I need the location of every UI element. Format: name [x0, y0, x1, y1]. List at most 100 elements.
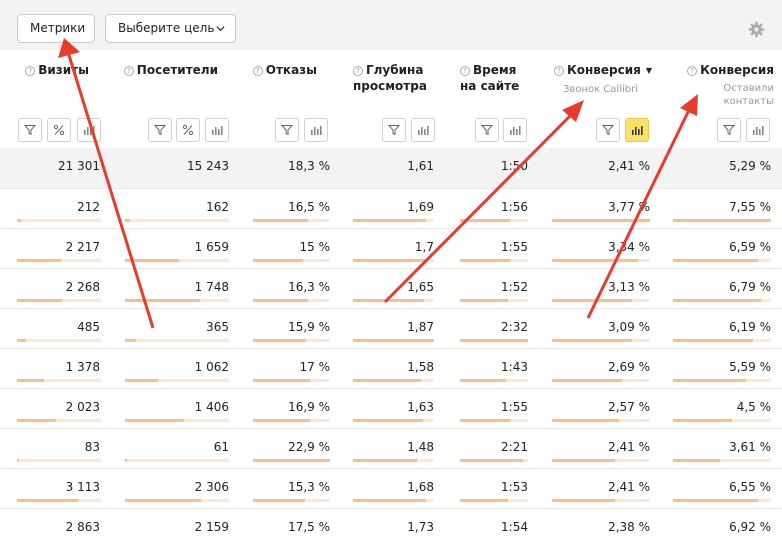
- chart-toggle-button-active[interactable]: [625, 118, 649, 142]
- chart-toggle-button[interactable]: [503, 118, 527, 142]
- filter-button[interactable]: [275, 118, 299, 142]
- table-row[interactable]: 2 863 2 159 17,5 % 1,73 1:54 2,38 % 6,92 %: [0, 508, 782, 538]
- bar-fill: [552, 419, 619, 422]
- cell-bounces: 15,3 %: [288, 480, 330, 494]
- filter-button[interactable]: [596, 118, 620, 142]
- chart-toggle-button[interactable]: [205, 118, 229, 142]
- column-header-conversion-contacts[interactable]: ? Конверсия Оставили контакты: [687, 62, 774, 108]
- column-header-conversion-call[interactable]: ? Конверсия ▼ Звонок Callibri: [553, 62, 652, 96]
- help-icon[interactable]: ?: [353, 66, 363, 76]
- bar-track: [460, 419, 528, 422]
- gear-icon[interactable]: [748, 21, 765, 38]
- bar-fill: [552, 379, 622, 382]
- cell-visits: 2 268: [65, 280, 100, 294]
- cell-bounces: 15 %: [299, 240, 331, 254]
- cell-visits: 485: [77, 320, 100, 334]
- percent-button[interactable]: [176, 118, 200, 142]
- bar-fill: [552, 299, 632, 302]
- select-goal-dropdown[interactable]: Выберите цель: [105, 14, 236, 43]
- bar-fill: [17, 459, 19, 462]
- bar-track: [17, 259, 101, 262]
- bar-fill: [673, 339, 753, 342]
- cell-conversion-contacts: 6,59 %: [729, 240, 771, 254]
- bar-track: [460, 339, 528, 342]
- bar-fill: [552, 499, 615, 502]
- help-icon[interactable]: ?: [252, 66, 263, 76]
- bar-track: [552, 459, 650, 462]
- cell-depth: 1,65: [407, 280, 434, 294]
- cell-time: 1:53: [501, 480, 528, 494]
- filter-icon: [481, 125, 493, 136]
- chart-toggle-button[interactable]: [304, 118, 328, 142]
- bar-fill: [460, 219, 510, 222]
- column-title: Отказы: [265, 63, 317, 77]
- bar-track: [253, 419, 330, 422]
- bar-track: [125, 339, 229, 342]
- cell-visits: 21 301: [58, 159, 100, 173]
- filter-button[interactable]: [475, 118, 499, 142]
- percent-button[interactable]: [47, 118, 71, 142]
- bar-fill: [125, 259, 179, 262]
- bar-fill: [253, 379, 310, 382]
- bar-track: [460, 259, 528, 262]
- total-row[interactable]: 21 301 15 243 18,3 % 1,61 1:50 2,41 % 5,29 %: [0, 148, 782, 188]
- table-row[interactable]: 212 162 16,5 % 1,69 1:56 3,77 % 7,55 %: [0, 188, 782, 228]
- cell-bounces: 17,5 %: [288, 520, 330, 534]
- filter-button[interactable]: [148, 118, 172, 142]
- help-icon[interactable]: ?: [553, 66, 564, 76]
- column-title: Глубина: [366, 63, 424, 77]
- help-icon[interactable]: ?: [687, 66, 698, 76]
- help-icon[interactable]: ?: [25, 66, 36, 76]
- cell-depth: 1,48: [407, 440, 434, 454]
- table-row[interactable]: 1 378 1 062 17 % 1,58 1:43 2,69 % 5,59 %: [0, 348, 782, 388]
- cell-visits: 2 023: [65, 400, 100, 414]
- column-title-line2: на сайте: [460, 79, 520, 93]
- column-header-depth[interactable]: ? Глубина просмотра: [353, 62, 427, 94]
- bar-track: [673, 299, 771, 302]
- table-row[interactable]: 485 365 15,9 % 1,87 2:32 3,09 % 6,19 %: [0, 308, 782, 348]
- chart-toggle-button[interactable]: [77, 118, 101, 142]
- cell-conversion-contacts: 7,55 %: [729, 200, 771, 214]
- cell-conversion-call: 3,09 %: [608, 320, 650, 334]
- help-icon[interactable]: ?: [123, 66, 134, 76]
- bar-fill: [353, 419, 423, 422]
- bar-fill: [353, 379, 421, 382]
- table-row[interactable]: 2 268 1 748 16,3 % 1,65 1:52 3,13 % 6,79 %: [0, 268, 782, 308]
- metrics-button[interactable]: Метрики: [17, 14, 95, 43]
- table-row[interactable]: 2 023 1 406 16,9 % 1,63 1:55 2,57 % 4,5 %: [0, 388, 782, 428]
- table-row[interactable]: 3 113 2 306 15,3 % 1,68 1:53 2,41 % 6,55 %: [0, 468, 782, 508]
- filter-button[interactable]: [717, 118, 741, 142]
- help-icon[interactable]: ?: [460, 66, 470, 76]
- column-header-time[interactable]: ? Время на сайте: [460, 62, 519, 94]
- bar-track: [17, 379, 101, 382]
- cell-conversion-call: 3,77 %: [608, 200, 650, 214]
- column-header-visitors[interactable]: ? Посетители: [123, 62, 218, 78]
- chart-toggle-button[interactable]: [746, 118, 770, 142]
- bar-fill: [125, 379, 158, 382]
- cell-conversion-call: 3,13 %: [608, 280, 650, 294]
- cell-bounces: 16,3 %: [288, 280, 330, 294]
- filter-button[interactable]: [18, 118, 42, 142]
- table-row[interactable]: 2 217 1 659 15 % 1,7 1:55 3,34 % 6,59 %: [0, 228, 782, 268]
- cell-conversion-call: 2,41 %: [608, 440, 650, 454]
- cell-conversion-contacts: 5,29 %: [729, 159, 771, 173]
- bar-track: [253, 259, 330, 262]
- table-row[interactable]: 83 61 22,9 % 1,48 2:21 2,41 % 3,61 %: [0, 428, 782, 468]
- column-title: Посетители: [136, 63, 218, 77]
- cell-depth: 1,7: [414, 240, 434, 254]
- bar-fill: [125, 219, 130, 222]
- bar-fill: [460, 379, 506, 382]
- chevron-down-icon: [216, 26, 225, 32]
- column-header-visits[interactable]: ? Визиты: [25, 62, 89, 78]
- bar-fill: [460, 339, 528, 342]
- bar-track: [353, 259, 434, 262]
- cell-conversion-contacts: 6,55 %: [729, 480, 771, 494]
- filter-icon: [24, 125, 36, 136]
- sort-desc-icon[interactable]: ▼: [645, 66, 652, 75]
- chart-toggle-button[interactable]: [411, 118, 435, 142]
- filter-button[interactable]: [382, 118, 406, 142]
- bar-track: [17, 219, 101, 222]
- bar-fill: [253, 419, 310, 422]
- column-header-bounces[interactable]: ? Отказы: [252, 62, 317, 78]
- bar-fill: [17, 419, 56, 422]
